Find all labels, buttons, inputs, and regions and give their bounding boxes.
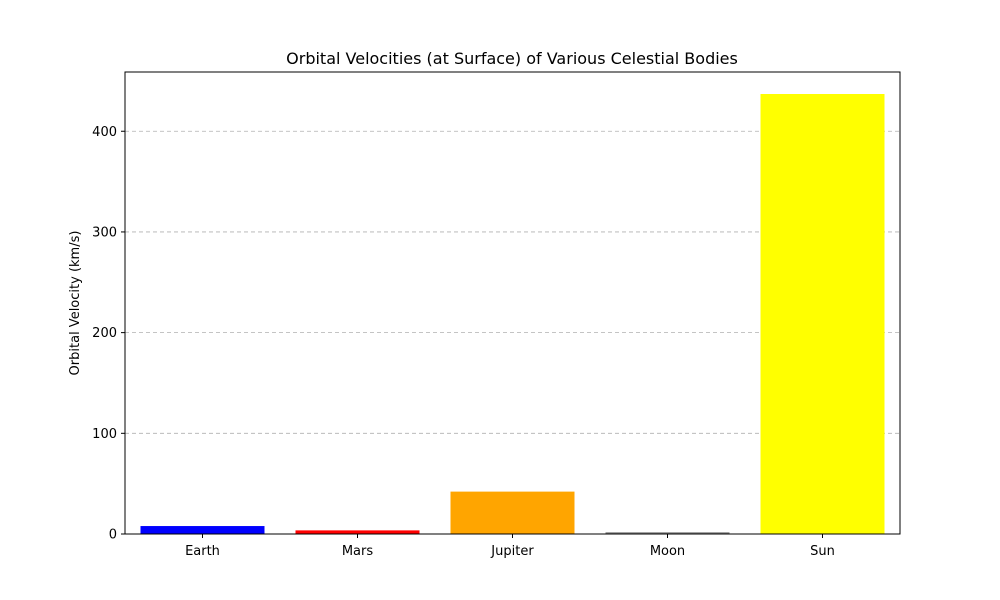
bar-mars xyxy=(295,530,420,534)
y-tick-label: 0 xyxy=(109,528,117,543)
x-axis-ticks: Earth Mars Jupiter Moon Sun xyxy=(185,534,835,559)
y-tick-label: 100 xyxy=(92,427,117,442)
x-tick-label-moon: Moon xyxy=(650,544,685,559)
x-tick-label-earth: Earth xyxy=(185,544,220,559)
x-tick-label-sun: Sun xyxy=(810,544,835,559)
bars xyxy=(140,94,885,534)
bar-moon xyxy=(605,532,730,534)
y-axis-title: Orbital Velocity (km/s) xyxy=(68,231,83,376)
y-tick-label: 400 xyxy=(92,125,117,140)
y-axis-ticks: 0 100 200 300 400 xyxy=(92,125,125,543)
bar-jupiter xyxy=(450,491,575,534)
y-tick-label: 300 xyxy=(92,225,117,240)
y-tick-label: 200 xyxy=(92,326,117,341)
bar-sun xyxy=(760,94,885,534)
chart-title: Orbital Velocities (at Surface) of Vario… xyxy=(286,49,738,68)
bar-earth xyxy=(140,526,265,534)
x-tick-label-jupiter: Jupiter xyxy=(490,544,534,559)
x-tick-label-mars: Mars xyxy=(342,544,374,559)
